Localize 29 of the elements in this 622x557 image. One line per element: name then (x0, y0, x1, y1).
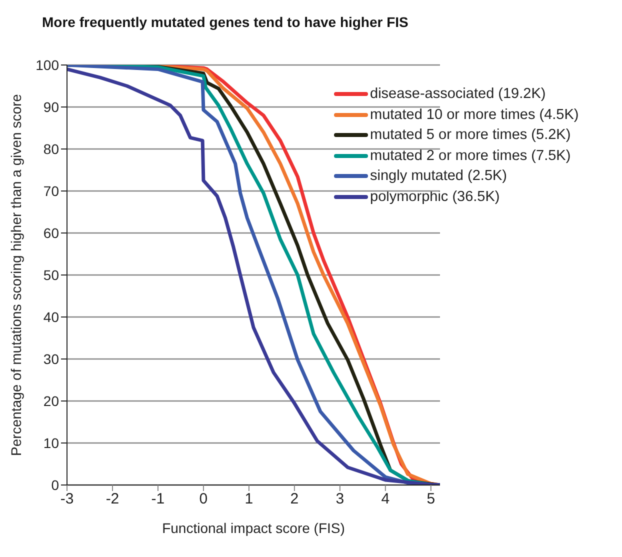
y-tick-label: 100 (36, 56, 60, 73)
legend-label: mutated 2 or more times (7.5K) (370, 146, 571, 166)
x-tick-label: 2 (290, 490, 299, 508)
y-tick-label: 90 (43, 98, 60, 115)
x-axis-title: Functional impact score (FIS) (162, 520, 345, 536)
legend-label: singly mutated (2.5K) (370, 167, 508, 186)
x-tick-label: -1 (151, 490, 165, 508)
y-tick-label: 80 (43, 140, 60, 157)
legend-label: mutated 10 or more times (4.5K) (370, 106, 579, 124)
y-tick-label: 30 (43, 350, 60, 367)
y-tick-label: 0 (51, 476, 60, 493)
x-tick-label: 0 (199, 490, 208, 508)
x-tick-label: 5 (426, 490, 436, 508)
x-tick-label: 1 (244, 490, 254, 508)
y-tick-label: 60 (43, 224, 60, 241)
chart-title: More frequently mutated genes tend to have higher FIS (41, 13, 410, 32)
x-tick-label: -3 (60, 490, 74, 508)
legend-label: mutated 5 or more times (5.2K) (370, 126, 571, 145)
y-tick-label: 40 (43, 308, 60, 325)
legend-label: disease-associated (19.2K) (370, 85, 546, 104)
x-tick-label: 4 (381, 490, 390, 508)
legend-label: polymorphic (36.5K) (370, 188, 500, 206)
y-tick-label: 10 (43, 434, 60, 451)
x-tick-label: 3 (336, 490, 344, 508)
y-tick-label: 70 (43, 182, 60, 199)
x-tick-label: -2 (106, 490, 120, 508)
y-tick-label: 20 (43, 392, 60, 409)
y-axis-title: Percentage of mutations scoring higher than a given score (8, 94, 24, 456)
y-tick-label: 50 (43, 266, 60, 283)
